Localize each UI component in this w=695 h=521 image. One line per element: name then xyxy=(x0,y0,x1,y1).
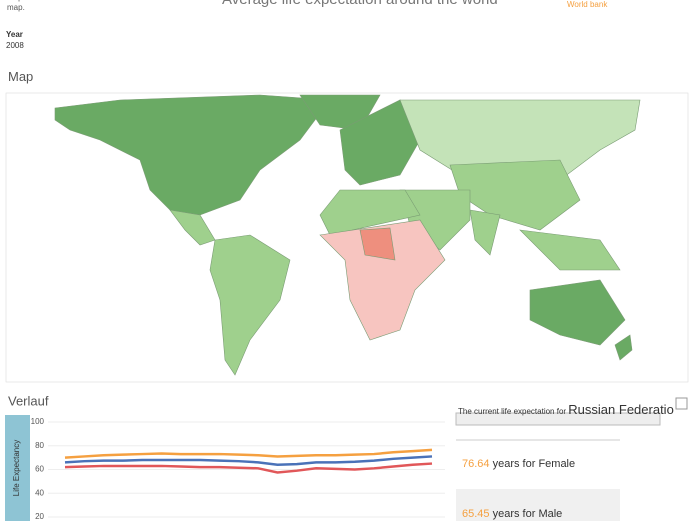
country-name: Russian Federation xyxy=(568,402,674,417)
checkbox[interactable] xyxy=(675,397,688,410)
y-tick-label: 20 xyxy=(35,512,44,521)
instructions: map to see more details below the map. xyxy=(7,0,129,12)
series-line xyxy=(64,455,433,467)
filter-value[interactable]: 2008 xyxy=(6,41,24,50)
filter-label: Year xyxy=(6,30,23,39)
y-tick-label: 80 xyxy=(35,441,44,450)
dashboard-title: Average life expectation around the worl… xyxy=(222,0,498,8)
country[interactable] xyxy=(399,189,471,251)
country[interactable] xyxy=(359,227,396,261)
country-input[interactable] xyxy=(455,412,661,426)
y-tick-label: 100 xyxy=(31,417,45,426)
country[interactable] xyxy=(519,229,621,271)
country[interactable] xyxy=(209,234,291,376)
y-tick-label: 60 xyxy=(35,465,44,474)
male-line: 65.45 years for Male xyxy=(462,508,562,520)
country[interactable] xyxy=(614,334,633,361)
country[interactable] xyxy=(319,189,421,236)
source-link[interactable]: World bank xyxy=(567,0,608,9)
country[interactable] xyxy=(529,279,626,346)
male-box xyxy=(456,489,620,521)
female-label: years for Female xyxy=(492,458,576,470)
country[interactable] xyxy=(319,219,446,341)
map-title: Map xyxy=(8,69,34,84)
details-prefix: The current life expectation for xyxy=(458,407,567,416)
male-label: years for Male xyxy=(492,508,563,520)
y-tick-label: 40 xyxy=(35,488,44,497)
series-line xyxy=(64,462,433,474)
line-chart: 20 40 60 80 100 xyxy=(31,417,445,521)
female-line: 76.64 years for Female xyxy=(462,458,575,470)
chart-title: Verlauf xyxy=(8,393,49,408)
country[interactable] xyxy=(469,209,501,256)
map[interactable] xyxy=(5,92,689,383)
female-value: 76.64 xyxy=(462,458,490,470)
country[interactable] xyxy=(169,209,216,246)
y-axis-label: Life Expectancy xyxy=(12,440,21,496)
series-line xyxy=(64,448,433,459)
axis-band xyxy=(5,415,30,521)
details-heading: The current life expectation for Russian… xyxy=(458,402,674,417)
male-value: 65.45 xyxy=(462,508,490,520)
